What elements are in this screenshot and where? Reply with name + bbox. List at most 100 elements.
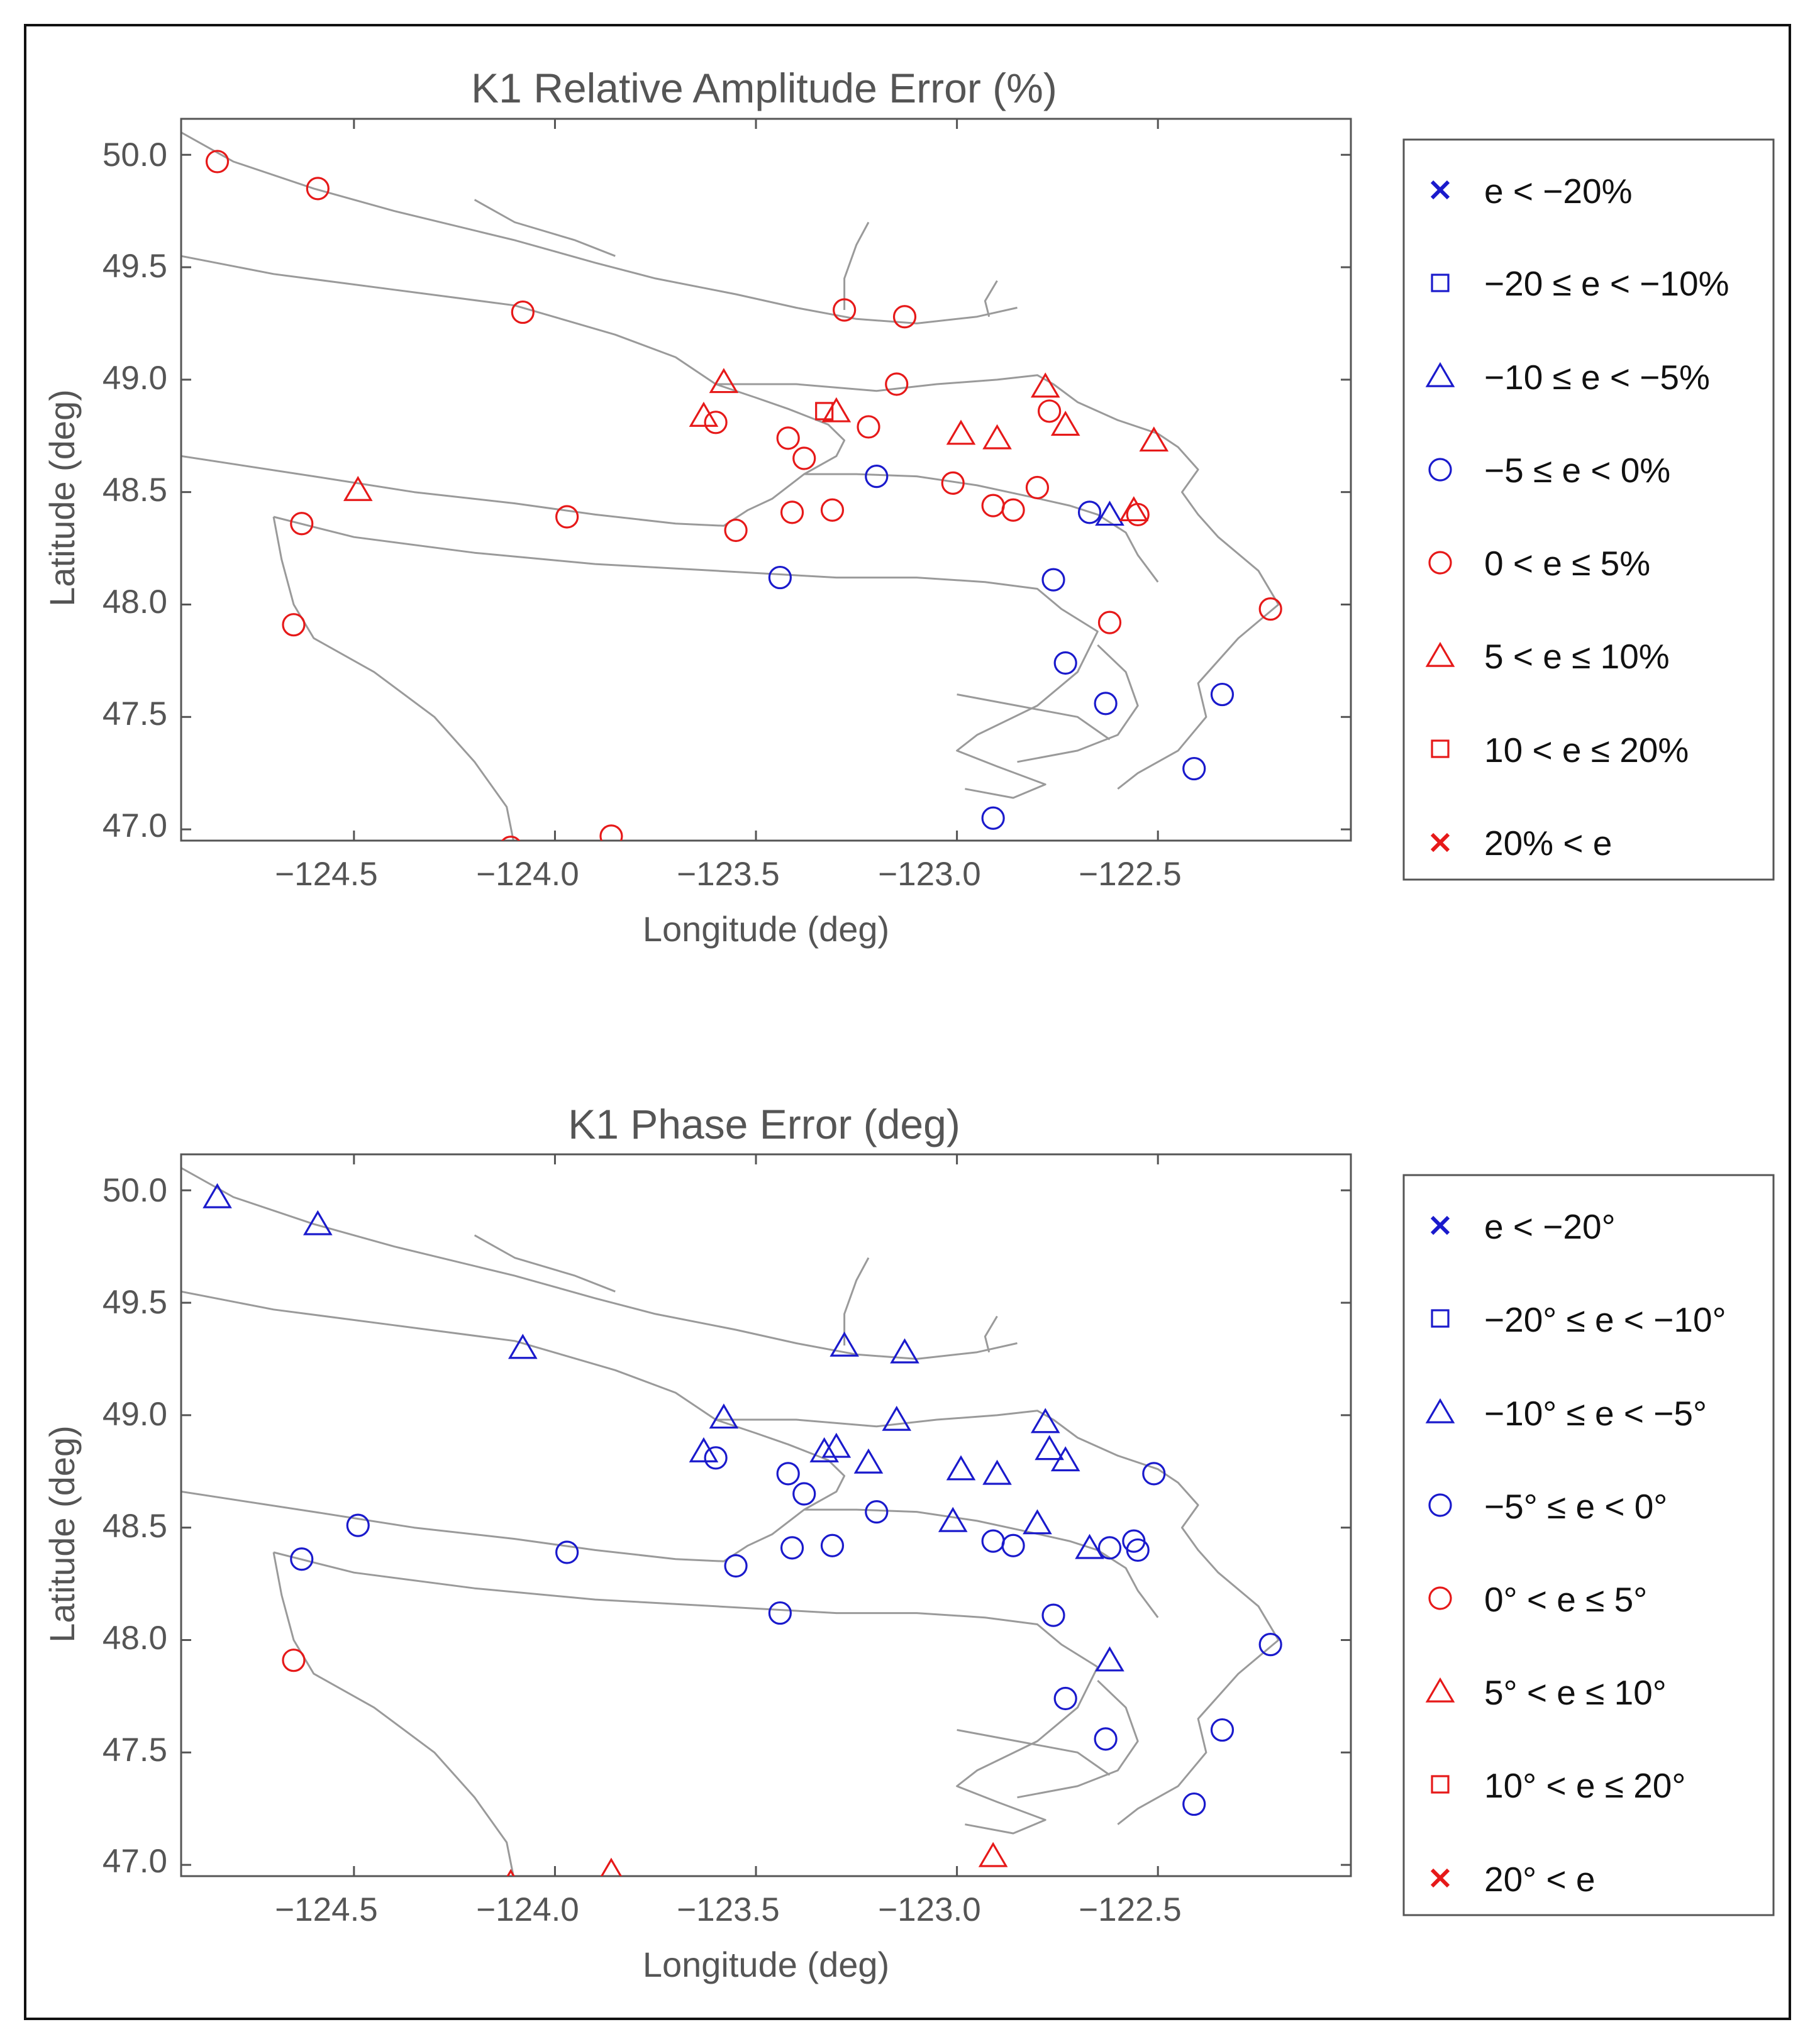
station-marker bbox=[1095, 500, 1124, 526]
station-marker bbox=[600, 1857, 623, 1876]
x-axis-label: Longitude (deg) bbox=[643, 909, 889, 949]
legend-label: −20° ≤ e < −10° bbox=[1484, 1300, 1726, 1339]
coastline bbox=[843, 1257, 870, 1345]
coastline bbox=[474, 199, 616, 257]
legend-label: −5 ≤ e < 0% bbox=[1484, 451, 1670, 490]
station-marker bbox=[343, 475, 373, 501]
station-marker bbox=[1094, 1727, 1118, 1751]
station-marker bbox=[1139, 426, 1169, 452]
legend-label: e < −20% bbox=[1484, 172, 1632, 211]
station-marker bbox=[768, 565, 792, 590]
station-marker bbox=[882, 1405, 912, 1431]
legend-label: 10 < e ≤ 20% bbox=[1484, 731, 1689, 770]
coastline bbox=[804, 473, 1159, 583]
station-marker bbox=[508, 1334, 538, 1359]
station-marker bbox=[946, 1455, 976, 1481]
station-marker bbox=[282, 1649, 306, 1672]
x-tick-label: −123.0 bbox=[878, 1891, 981, 1928]
station-marker bbox=[821, 397, 852, 423]
legend-label: −20 ≤ e < −10% bbox=[1484, 264, 1729, 303]
coastline bbox=[957, 1729, 1111, 1776]
station-marker bbox=[555, 505, 579, 529]
station-marker bbox=[1182, 756, 1206, 781]
station-marker bbox=[704, 411, 728, 434]
y-tick-label: 47.0 bbox=[103, 807, 167, 844]
station-marker bbox=[809, 1437, 839, 1462]
station-marker bbox=[792, 1482, 816, 1506]
station-marker bbox=[853, 1448, 884, 1474]
y-tick-label: 49.0 bbox=[103, 360, 167, 397]
x-axis-label: Longitude (deg) bbox=[643, 1945, 889, 1984]
legend-marker bbox=[1428, 458, 1452, 482]
station-marker bbox=[1077, 500, 1102, 524]
chart-title: K1 Relative Amplitude Error (%) bbox=[471, 65, 1057, 111]
legend-marker bbox=[1430, 1868, 1450, 1888]
legend-marker bbox=[1431, 739, 1450, 758]
station-marker bbox=[1041, 1603, 1065, 1627]
coastline bbox=[273, 1551, 1099, 1835]
axis-ticks bbox=[181, 1154, 1351, 1876]
legend-marker bbox=[1430, 180, 1450, 200]
station-marker bbox=[1038, 399, 1062, 423]
station-marker bbox=[1001, 498, 1025, 522]
coastline bbox=[272, 1552, 514, 1876]
legend-label: 20% < e bbox=[1484, 824, 1612, 863]
station-marker bbox=[501, 836, 521, 841]
legend-marker bbox=[1425, 1398, 1455, 1423]
station-marker bbox=[981, 806, 1005, 830]
station-marker bbox=[1023, 1509, 1052, 1535]
legend-label: 0 < e ≤ 5% bbox=[1484, 544, 1650, 583]
station-marker bbox=[282, 613, 306, 637]
station-marker bbox=[290, 512, 314, 536]
station-marker bbox=[1035, 1435, 1064, 1461]
coastline bbox=[273, 516, 1099, 799]
figure-frame bbox=[24, 24, 1791, 2020]
station-marker bbox=[346, 1513, 370, 1537]
station-marker bbox=[857, 415, 880, 439]
legend-marker bbox=[1428, 1586, 1452, 1610]
y-tick-label: 48.0 bbox=[103, 583, 167, 621]
station-marker bbox=[599, 824, 623, 841]
station-marker bbox=[820, 498, 845, 522]
station-marker bbox=[780, 500, 804, 524]
station-marker bbox=[982, 1459, 1012, 1485]
station-marker bbox=[1258, 1633, 1282, 1657]
legend-marker bbox=[1425, 1677, 1455, 1703]
station-marker bbox=[1258, 597, 1282, 621]
legend-markers bbox=[1425, 180, 1455, 853]
station-marker bbox=[1210, 1718, 1235, 1742]
station-marker bbox=[830, 1331, 859, 1357]
legend-label: 5 < e ≤ 10% bbox=[1484, 637, 1670, 676]
station-marker bbox=[1210, 682, 1235, 707]
station-marker bbox=[776, 426, 800, 450]
y-tick-label: 47.5 bbox=[103, 1732, 167, 1769]
legend-label: 0° < e ≤ 5° bbox=[1484, 1580, 1647, 1619]
coastline bbox=[272, 516, 514, 841]
legend-box bbox=[1402, 138, 1775, 881]
station-marker bbox=[890, 1338, 919, 1364]
coastline bbox=[181, 131, 1018, 324]
y-tick-label: 50.0 bbox=[103, 136, 167, 174]
x-tick-label: −124.0 bbox=[476, 1891, 579, 1928]
station-marker bbox=[892, 305, 917, 329]
legend-label: e < −20° bbox=[1484, 1207, 1616, 1246]
coastline bbox=[984, 280, 998, 318]
coastline bbox=[181, 1167, 1018, 1360]
y-tick-label: 49.5 bbox=[103, 248, 167, 285]
station-marker bbox=[776, 1462, 800, 1486]
coastline bbox=[716, 1410, 1280, 1825]
legend-marker bbox=[1431, 1309, 1450, 1328]
station-marker bbox=[982, 424, 1012, 450]
station-marker bbox=[820, 1533, 845, 1557]
station-marker bbox=[1182, 1792, 1206, 1816]
y-axis-label: Latitude (deg) bbox=[42, 389, 82, 607]
y-tick-label: 49.0 bbox=[103, 1396, 167, 1433]
y-tick-label: 48.0 bbox=[103, 1620, 167, 1657]
station-marker bbox=[724, 1554, 748, 1578]
y-tick-label: 49.5 bbox=[103, 1284, 167, 1321]
station-marker bbox=[724, 518, 748, 543]
station-marker bbox=[981, 1529, 1005, 1553]
station-marker bbox=[1050, 411, 1080, 436]
station-marker bbox=[704, 1446, 728, 1470]
y-tick-label: 47.0 bbox=[103, 1843, 167, 1880]
